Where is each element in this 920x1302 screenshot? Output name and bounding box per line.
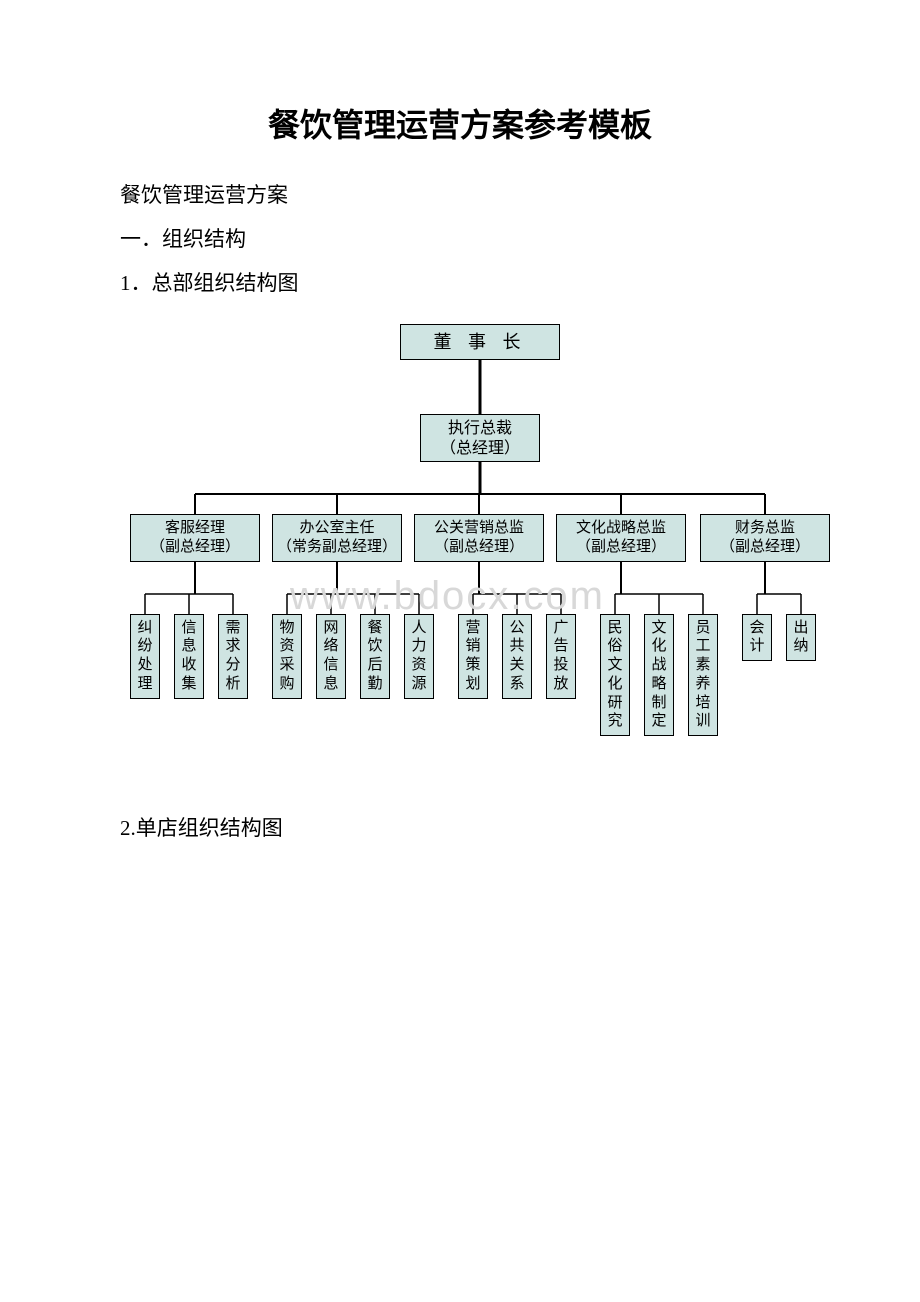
org-leaf-4: 网络信息: [316, 614, 346, 699]
org-node-director-2: 办公室主任 （常务副总经理）: [272, 514, 402, 562]
watermark-text: www.bdocx.com: [290, 574, 605, 619]
subtitle-line: 餐饮管理运营方案: [120, 176, 800, 216]
org-leaf-5: 餐饮后勤: [360, 614, 390, 699]
org-leaf-8: 公共关系: [502, 614, 532, 699]
section-heading-1-1: 1．总部组织结构图: [120, 264, 800, 304]
org-node-director-5: 财务总监 （副总经理）: [700, 514, 830, 562]
org-leaf-11: 文化战略制定: [644, 614, 674, 737]
org-node-director-3: 公关营销总监 （副总经理）: [414, 514, 544, 562]
ceo-line2: （总经理）: [423, 439, 537, 460]
section-heading-1-2: 2.单店组织结构图: [120, 809, 800, 849]
org-leaf-6: 人力资源: [404, 614, 434, 699]
dir-line2: （副总经理）: [703, 538, 827, 558]
ceo-line1: 执行总裁: [423, 419, 537, 440]
org-leaf-7: 营销策划: [458, 614, 488, 699]
org-leaf-3: 物资采购: [272, 614, 302, 699]
org-leaf-2: 需求分析: [218, 614, 248, 699]
dir-line2: （常务副总经理）: [275, 538, 399, 558]
org-leaf-0: 纠纷处理: [130, 614, 160, 699]
org-leaf-13: 会计: [742, 614, 772, 662]
dir-line1: 客服经理: [133, 519, 257, 539]
org-leaf-12: 员工素养培训: [688, 614, 718, 737]
section-heading-1: 一．组织结构: [120, 220, 800, 260]
org-node-director-1: 客服经理 （副总经理）: [130, 514, 260, 562]
org-node-chairman: 董 事 长: [400, 324, 560, 360]
org-leaf-9: 广告投放: [546, 614, 576, 699]
org-node-director-4: 文化战略总监 （副总经理）: [556, 514, 686, 562]
org-leaf-10: 民俗文化研究: [600, 614, 630, 737]
dir-line1: 公关营销总监: [417, 519, 541, 539]
dir-line1: 办公室主任: [275, 519, 399, 539]
dir-line1: 财务总监: [703, 519, 827, 539]
org-node-ceo: 执行总裁 （总经理）: [420, 414, 540, 462]
page-title: 餐饮管理运营方案参考模板: [120, 100, 800, 146]
org-leaf-1: 信息收集: [174, 614, 204, 699]
dir-line1: 文化战略总监: [559, 519, 683, 539]
org-leaf-14: 出纳: [786, 614, 816, 662]
dir-line2: （副总经理）: [417, 538, 541, 558]
dir-line2: （副总经理）: [133, 538, 257, 558]
org-chart: www.bdocx.com 董 事 长 执行总裁 （总经理） 客服经理 （副总经…: [120, 324, 840, 784]
dir-line2: （副总经理）: [559, 538, 683, 558]
